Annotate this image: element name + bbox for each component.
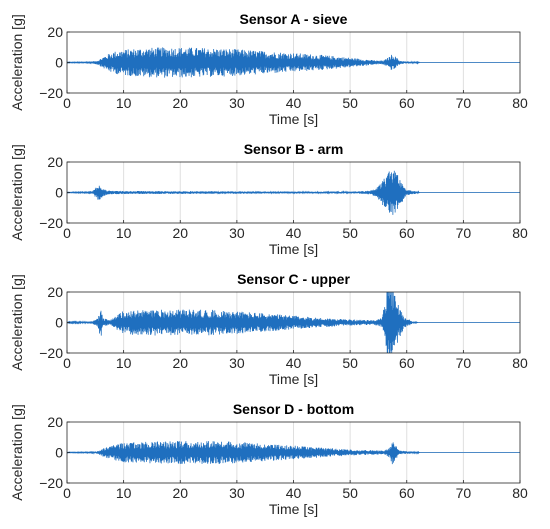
y-tick-label: −20: [39, 345, 63, 361]
y-tick-label: 0: [55, 185, 63, 201]
x-tick-label: 30: [229, 225, 245, 241]
x-tick-label: 0: [63, 485, 71, 501]
x-tick-label: 30: [229, 95, 245, 111]
x-tick-label: 60: [399, 485, 415, 501]
y-tick-label: 20: [47, 154, 63, 170]
y-tick-label: 0: [55, 445, 63, 461]
x-tick-label: 10: [116, 485, 132, 501]
signal-trace: [67, 47, 520, 78]
x-tick-label: 50: [342, 225, 358, 241]
x-tick-label: 70: [456, 355, 472, 371]
x-tick-label: 70: [456, 95, 472, 111]
chart-title: Sensor B - arm: [244, 141, 344, 157]
x-tick-label: 80: [512, 95, 528, 111]
x-tick-label: 30: [229, 485, 245, 501]
x-axis-label: Time [s]: [269, 241, 318, 257]
x-tick-label: 80: [512, 485, 528, 501]
x-tick-label: 20: [172, 355, 188, 371]
x-tick-label: 0: [63, 225, 71, 241]
y-tick-label: 20: [47, 284, 63, 300]
signal-trace: [67, 170, 520, 215]
x-tick-label: 10: [116, 225, 132, 241]
x-tick-label: 20: [172, 485, 188, 501]
x-tick-label: 80: [512, 225, 528, 241]
x-tick-label: 50: [342, 95, 358, 111]
x-tick-label: 10: [116, 95, 132, 111]
chart-title: Sensor C - upper: [237, 271, 350, 287]
y-tick-label: −20: [39, 85, 63, 101]
x-tick-label: 60: [399, 355, 415, 371]
y-tick-label: 20: [47, 24, 63, 40]
x-tick-label: 50: [342, 355, 358, 371]
x-tick-label: 0: [63, 355, 71, 371]
signal-trace: [67, 441, 520, 465]
x-tick-label: 70: [456, 485, 472, 501]
x-tick-label: 40: [286, 225, 302, 241]
x-tick-label: 60: [399, 225, 415, 241]
x-tick-label: 50: [342, 485, 358, 501]
y-axis-label: Acceleration [g]: [9, 14, 25, 111]
signal-trace: [67, 292, 520, 353]
x-tick-label: 70: [456, 225, 472, 241]
y-axis-label: Acceleration [g]: [9, 144, 25, 241]
x-tick-label: 30: [229, 355, 245, 371]
x-tick-label: 10: [116, 355, 132, 371]
x-tick-label: 0: [63, 95, 71, 111]
x-tick-label: 40: [286, 485, 302, 501]
x-tick-label: 80: [512, 355, 528, 371]
y-tick-label: 0: [55, 55, 63, 71]
chart-title: Sensor A - sieve: [240, 11, 348, 27]
x-axis-label: Time [s]: [269, 371, 318, 387]
x-tick-label: 60: [399, 95, 415, 111]
x-axis-label: Time [s]: [269, 501, 318, 517]
y-axis-label: Acceleration [g]: [9, 274, 25, 371]
y-tick-label: 0: [55, 315, 63, 331]
x-tick-label: 20: [172, 95, 188, 111]
y-tick-label: 20: [47, 414, 63, 430]
x-tick-label: 40: [286, 95, 302, 111]
y-axis-label: Acceleration [g]: [9, 404, 25, 501]
x-axis-label: Time [s]: [269, 111, 318, 127]
x-tick-label: 40: [286, 355, 302, 371]
y-tick-label: −20: [39, 475, 63, 491]
y-tick-label: −20: [39, 215, 63, 231]
chart-title: Sensor D - bottom: [233, 401, 354, 417]
x-tick-label: 20: [172, 225, 188, 241]
